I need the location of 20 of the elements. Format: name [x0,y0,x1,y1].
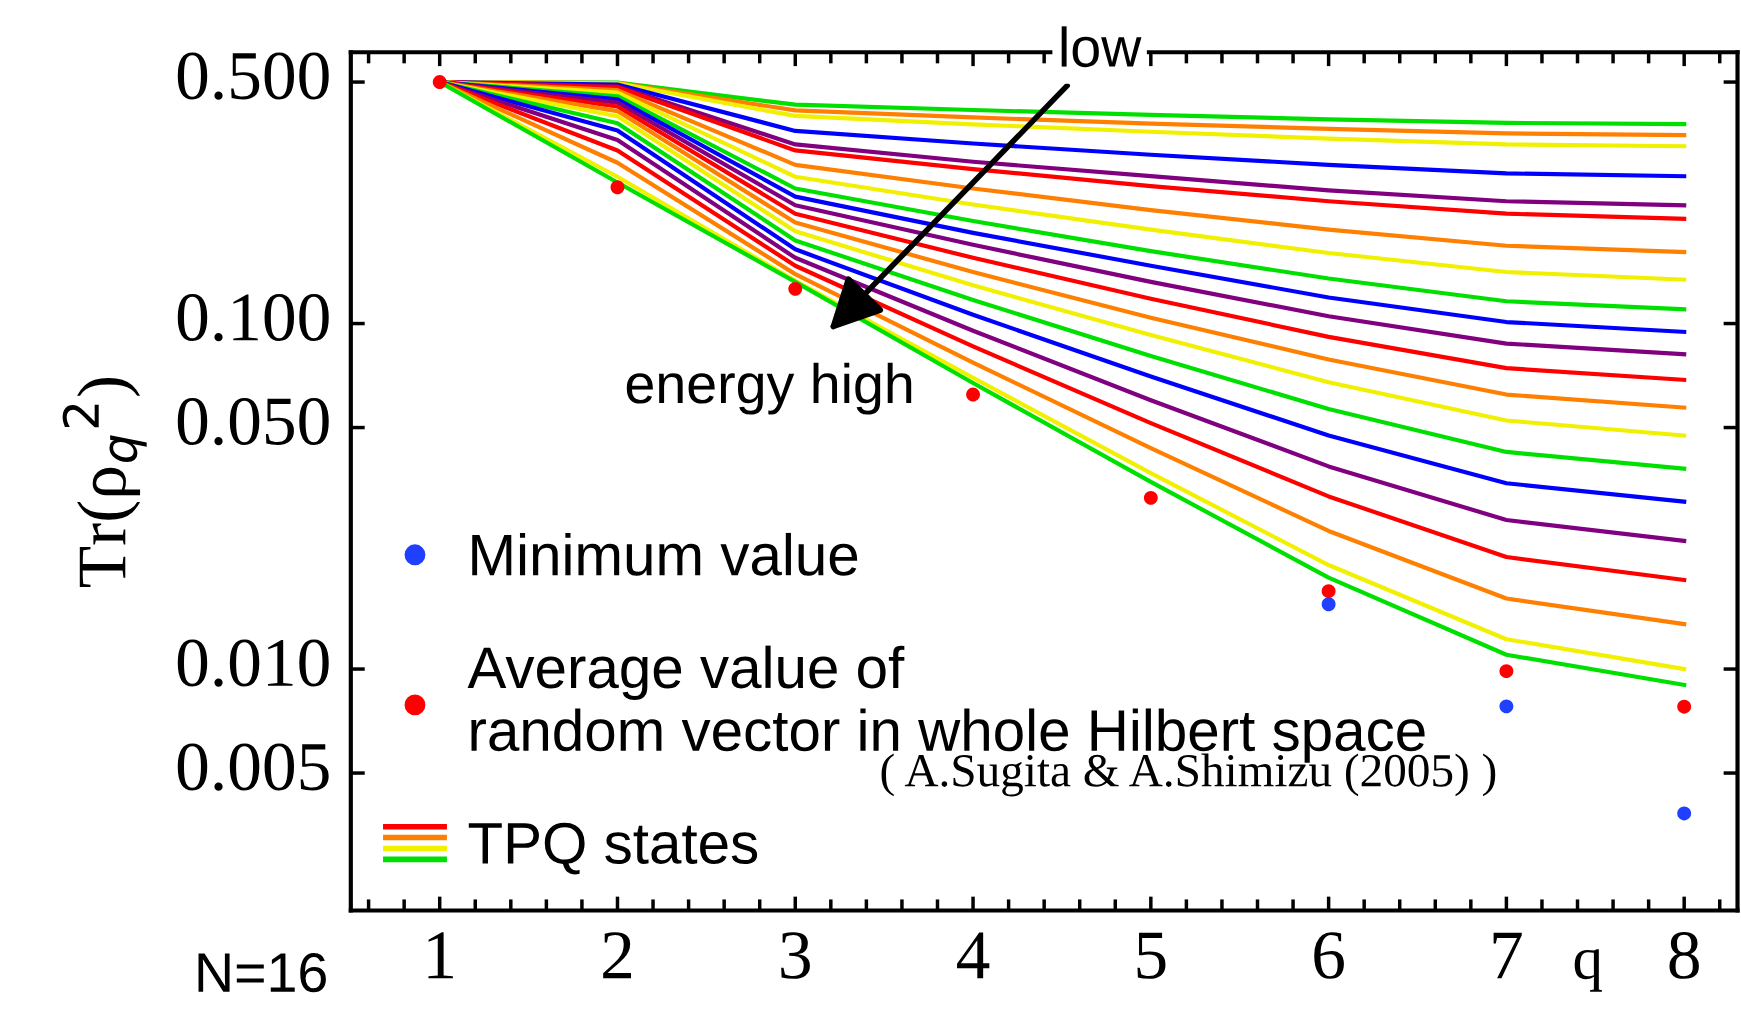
y-tick-label: 0.005 [177,743,329,791]
x-tick-label: 1 [428,932,453,979]
x-tick-label: 5 [1137,932,1166,979]
y-tick-label: 0.050 [177,398,329,446]
annotation: energy high [626,362,912,415]
x-tick-label: 7 [1493,932,1522,979]
y-axis-title: Tr(ρ$_{q}$$^{2}$) [62,378,147,588]
y-tick-label: 0.500 [177,52,329,100]
text: N=16 [198,952,326,993]
legend-label: Minimum value [472,532,858,576]
x-tick-label: 6 [1314,932,1344,979]
y-tick-label: 0.100 [177,294,329,342]
x-tick-label: 3 [781,932,810,979]
annotation: low [1061,26,1142,68]
y-tick-label: 0.010 [177,639,329,687]
x-axis-title: q [1574,949,1602,992]
x-tick-label: 8 [1669,931,1699,979]
x-tick-label: 2 [603,932,632,979]
legend-label: TPQ states [468,822,758,875]
x-tick-label: 4 [957,932,990,979]
